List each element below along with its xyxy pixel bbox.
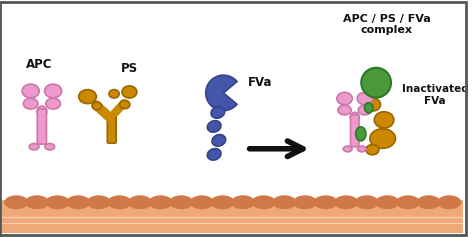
Ellipse shape	[207, 121, 221, 132]
Ellipse shape	[122, 86, 137, 98]
Ellipse shape	[350, 112, 359, 122]
Ellipse shape	[357, 92, 373, 105]
Text: Inactivated
FVa: Inactivated FVa	[402, 84, 469, 106]
Ellipse shape	[212, 135, 226, 146]
Ellipse shape	[417, 195, 441, 209]
FancyBboxPatch shape	[37, 109, 46, 144]
Ellipse shape	[45, 84, 62, 98]
Ellipse shape	[338, 105, 351, 115]
Ellipse shape	[375, 195, 400, 209]
Ellipse shape	[79, 90, 96, 104]
Wedge shape	[206, 75, 237, 111]
Ellipse shape	[272, 195, 296, 209]
Ellipse shape	[343, 146, 352, 152]
Ellipse shape	[210, 195, 235, 209]
Ellipse shape	[45, 144, 55, 150]
Ellipse shape	[437, 195, 461, 209]
FancyBboxPatch shape	[350, 115, 359, 147]
Ellipse shape	[374, 112, 394, 128]
Ellipse shape	[92, 102, 101, 110]
Ellipse shape	[109, 90, 119, 98]
FancyArrowPatch shape	[115, 103, 124, 113]
FancyBboxPatch shape	[107, 115, 116, 143]
Ellipse shape	[356, 127, 366, 141]
Ellipse shape	[87, 195, 111, 209]
Ellipse shape	[231, 195, 255, 209]
Ellipse shape	[365, 103, 373, 113]
Ellipse shape	[252, 195, 276, 209]
Ellipse shape	[119, 100, 130, 109]
Ellipse shape	[365, 98, 381, 111]
Ellipse shape	[25, 195, 49, 209]
Ellipse shape	[190, 195, 214, 209]
Bar	[2, 200, 463, 232]
Ellipse shape	[37, 106, 47, 117]
Ellipse shape	[334, 195, 358, 209]
Ellipse shape	[29, 144, 39, 150]
Ellipse shape	[169, 195, 193, 209]
Ellipse shape	[148, 195, 173, 209]
Ellipse shape	[366, 145, 379, 155]
Ellipse shape	[355, 195, 379, 209]
Ellipse shape	[396, 195, 420, 209]
Ellipse shape	[22, 84, 39, 98]
Ellipse shape	[66, 195, 90, 209]
Text: PS: PS	[121, 62, 138, 75]
Ellipse shape	[107, 195, 131, 209]
Ellipse shape	[370, 129, 395, 148]
Ellipse shape	[293, 195, 317, 209]
Ellipse shape	[313, 195, 337, 209]
Ellipse shape	[23, 98, 38, 109]
Text: APC: APC	[27, 58, 53, 71]
Text: APC / PS / FVa
complex: APC / PS / FVa complex	[343, 14, 430, 35]
Ellipse shape	[46, 195, 70, 209]
Ellipse shape	[358, 105, 372, 115]
Ellipse shape	[207, 149, 221, 160]
Text: FVa: FVa	[247, 76, 272, 89]
Ellipse shape	[357, 146, 366, 152]
Ellipse shape	[211, 107, 225, 118]
Circle shape	[361, 68, 391, 98]
Ellipse shape	[337, 92, 352, 105]
Ellipse shape	[128, 195, 152, 209]
Ellipse shape	[46, 98, 61, 109]
FancyArrowPatch shape	[96, 105, 109, 117]
Ellipse shape	[4, 195, 28, 209]
